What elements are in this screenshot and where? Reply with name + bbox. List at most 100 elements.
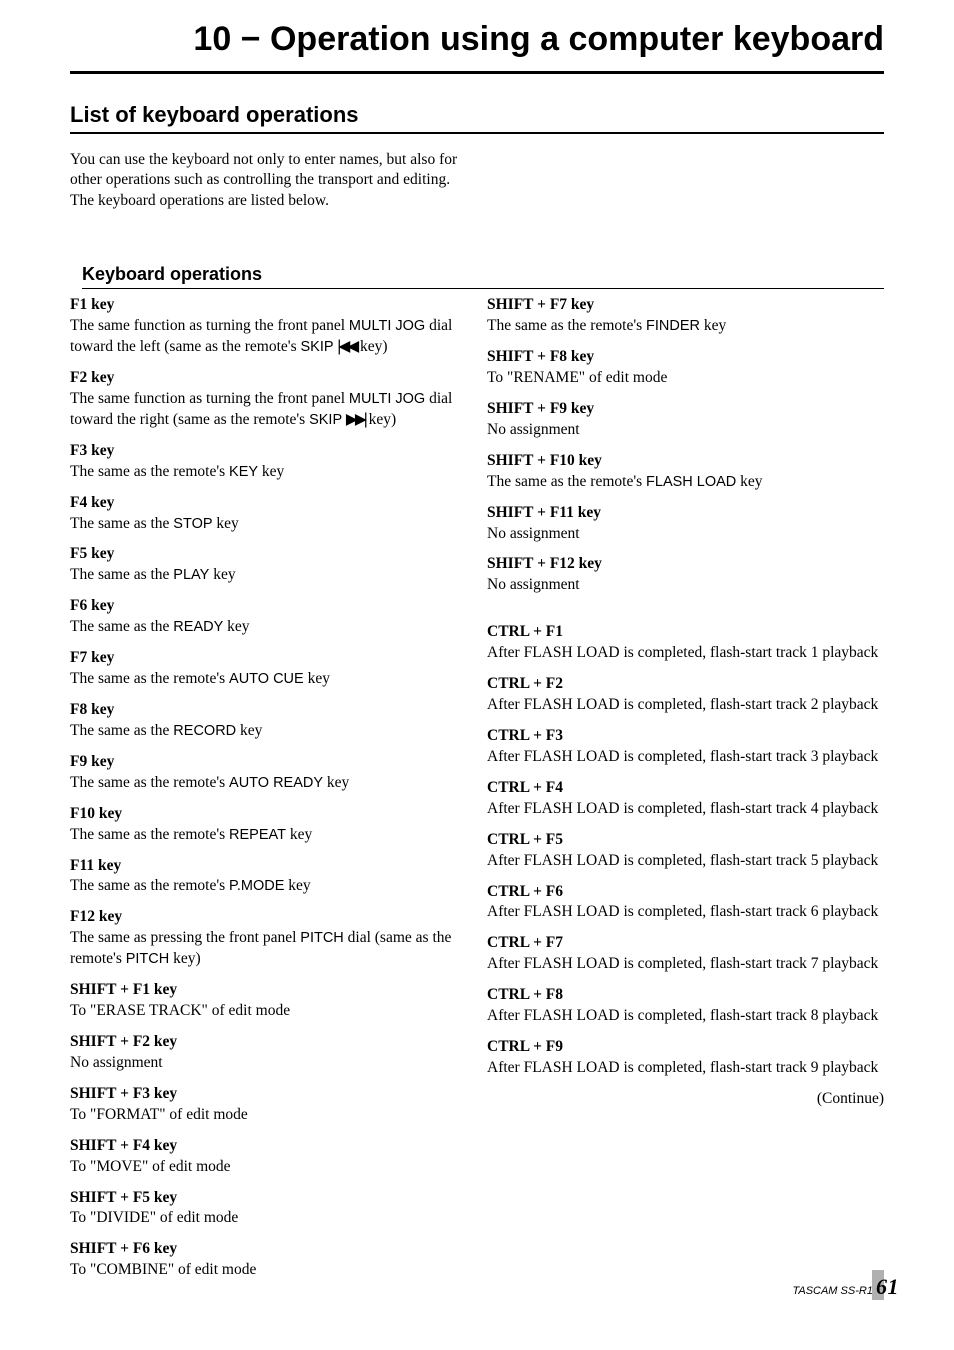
section-title: List of keyboard operations (70, 102, 884, 134)
key-description: After FLASH LOAD is completed, flash-sta… (487, 695, 884, 716)
ui-label: MULTI JOG (349, 318, 425, 334)
key-entry: SHIFT + F12 keyNo assignment (487, 554, 884, 596)
key-entry: CTRL + F2After FLASH LOAD is completed, … (487, 674, 884, 716)
key-entry: F8 keyThe same as the RECORD key (70, 700, 467, 742)
key-name: F4 key (70, 493, 467, 514)
key-description: To "FORMAT" of edit mode (70, 1105, 467, 1126)
key-entry: SHIFT + F1 keyTo "ERASE TRACK" of edit m… (70, 980, 467, 1022)
key-entry: F11 keyThe same as the remote's P.MODE k… (70, 856, 467, 898)
key-description: After FLASH LOAD is completed, flash-sta… (487, 643, 884, 664)
key-name: SHIFT + F3 key (70, 1084, 467, 1105)
key-entry: SHIFT + F7 keyThe same as the remote's F… (487, 295, 884, 337)
key-name: SHIFT + F4 key (70, 1136, 467, 1157)
footer: TASCAM SS-R1 61 (792, 1274, 899, 1300)
key-name: CTRL + F9 (487, 1037, 884, 1058)
key-description: The same as the remote's FLASH LOAD key (487, 472, 884, 493)
ui-label: READY (173, 619, 223, 635)
key-entry: SHIFT + F5 keyTo "DIVIDE" of edit mode (70, 1188, 467, 1230)
key-name: SHIFT + F6 key (70, 1239, 467, 1260)
key-entry: F7 keyThe same as the remote's AUTO CUE … (70, 648, 467, 690)
key-entry: SHIFT + F3 keyTo "FORMAT" of edit mode (70, 1084, 467, 1126)
key-description: No assignment (487, 575, 884, 596)
subsection-title: Keyboard operations (82, 264, 884, 289)
key-entry: F3 keyThe same as the remote's KEY key (70, 441, 467, 483)
key-description: The same function as turning the front p… (70, 316, 467, 358)
ui-label: P.MODE (229, 878, 284, 894)
ui-label: SKIP (300, 339, 337, 355)
ui-label: AUTO READY (229, 775, 323, 791)
key-entry: SHIFT + F11 keyNo assignment (487, 503, 884, 545)
ui-label: AUTO CUE (229, 671, 304, 687)
ui-label: FLASH LOAD (646, 474, 736, 490)
skip-icon: ▶▶| (346, 411, 365, 428)
key-entry: F1 keyThe same function as turning the f… (70, 295, 467, 358)
key-description: The same function as turning the front p… (70, 389, 467, 431)
key-name: CTRL + F8 (487, 985, 884, 1006)
key-description: To "COMBINE" of edit mode (70, 1260, 467, 1281)
key-entry: CTRL + F5After FLASH LOAD is completed, … (487, 830, 884, 872)
key-entry: CTRL + F8After FLASH LOAD is completed, … (487, 985, 884, 1027)
ui-label: PITCH (126, 951, 170, 967)
key-entry: CTRL + F3After FLASH LOAD is completed, … (487, 726, 884, 768)
key-entry: F10 keyThe same as the remote's REPEAT k… (70, 804, 467, 846)
key-name: SHIFT + F9 key (487, 399, 884, 420)
key-description: The same as the remote's KEY key (70, 462, 467, 483)
key-description: After FLASH LOAD is completed, flash-sta… (487, 954, 884, 975)
key-name: SHIFT + F7 key (487, 295, 884, 316)
key-description: After FLASH LOAD is completed, flash-sta… (487, 799, 884, 820)
key-description: The same as the remote's FINDER key (487, 316, 884, 337)
key-name: F1 key (70, 295, 467, 316)
key-entry: CTRL + F6After FLASH LOAD is completed, … (487, 882, 884, 924)
key-name: F7 key (70, 648, 467, 669)
key-description: The same as the RECORD key (70, 721, 467, 742)
key-entry: SHIFT + F9 keyNo assignment (487, 399, 884, 441)
ui-label: STOP (173, 516, 212, 532)
key-entry: F6 keyThe same as the READY key (70, 596, 467, 638)
ui-label: FINDER (646, 318, 700, 334)
page: 10 − Operation using a computer keyboard… (0, 0, 954, 1321)
key-name: SHIFT + F2 key (70, 1032, 467, 1053)
key-entry: SHIFT + F2 keyNo assignment (70, 1032, 467, 1074)
key-entry: F9 keyThe same as the remote's AUTO READ… (70, 752, 467, 794)
key-name: SHIFT + F5 key (70, 1188, 467, 1209)
key-entry: F4 keyThe same as the STOP key (70, 493, 467, 535)
key-name: CTRL + F6 (487, 882, 884, 903)
key-description: To "RENAME" of edit mode (487, 368, 884, 389)
key-name: F8 key (70, 700, 467, 721)
ui-label: KEY (229, 464, 258, 480)
ui-label: REPEAT (229, 827, 286, 843)
key-name: SHIFT + F1 key (70, 980, 467, 1001)
key-description: The same as the remote's AUTO CUE key (70, 669, 467, 690)
key-name: F10 key (70, 804, 467, 825)
key-description: After FLASH LOAD is completed, flash-sta… (487, 1058, 884, 1079)
key-description: After FLASH LOAD is completed, flash-sta… (487, 747, 884, 768)
key-description: To "DIVIDE" of edit mode (70, 1208, 467, 1229)
key-name: CTRL + F3 (487, 726, 884, 747)
two-column-body: F1 keyThe same function as turning the f… (70, 295, 884, 1291)
key-name: F5 key (70, 544, 467, 565)
key-entry: CTRL + F7After FLASH LOAD is completed, … (487, 933, 884, 975)
key-name: F9 key (70, 752, 467, 773)
key-description: To "ERASE TRACK" of edit mode (70, 1001, 467, 1022)
chapter-title: 10 − Operation using a computer keyboard (70, 20, 884, 74)
key-name: CTRL + F7 (487, 933, 884, 954)
key-entry: SHIFT + F10 keyThe same as the remote's … (487, 451, 884, 493)
key-entry: CTRL + F9After FLASH LOAD is completed, … (487, 1037, 884, 1079)
key-entry: CTRL + F4After FLASH LOAD is completed, … (487, 778, 884, 820)
key-name: CTRL + F2 (487, 674, 884, 695)
key-name: SHIFT + F12 key (487, 554, 884, 575)
key-name: SHIFT + F10 key (487, 451, 884, 472)
key-description: The same as the remote's P.MODE key (70, 876, 467, 897)
ui-label: RECORD (173, 723, 236, 739)
key-name: CTRL + F1 (487, 622, 884, 643)
key-name: SHIFT + F8 key (487, 347, 884, 368)
key-entry: F5 keyThe same as the PLAY key (70, 544, 467, 586)
key-description: The same as the READY key (70, 617, 467, 638)
key-description: After FLASH LOAD is completed, flash-sta… (487, 902, 884, 923)
key-entry: F2 keyThe same function as turning the f… (70, 368, 467, 431)
right-column: SHIFT + F7 keyThe same as the remote's F… (487, 295, 884, 1291)
key-entry: SHIFT + F4 keyTo "MOVE" of edit mode (70, 1136, 467, 1178)
key-description: To "MOVE" of edit mode (70, 1157, 467, 1178)
key-name: F11 key (70, 856, 467, 877)
left-column: F1 keyThe same function as turning the f… (70, 295, 467, 1291)
